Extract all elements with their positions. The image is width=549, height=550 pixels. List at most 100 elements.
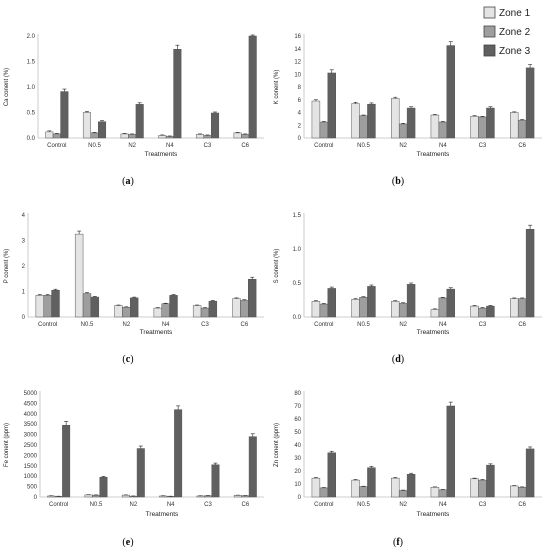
bar bbox=[121, 494, 130, 498]
legend: Zone 1 Zone 2 Zone 3 bbox=[483, 6, 531, 57]
bar bbox=[398, 123, 408, 139]
y-tick-label: 1500 bbox=[24, 464, 38, 470]
y-tick-label: 12 bbox=[294, 60, 301, 66]
bar bbox=[200, 307, 210, 318]
x-tick-label: Control bbox=[314, 502, 333, 508]
bar bbox=[84, 494, 93, 498]
x-axis-title: Treatments bbox=[145, 151, 178, 158]
x-tick-label: N0.5 bbox=[357, 143, 370, 149]
bar bbox=[203, 135, 212, 139]
y-tick-label: 8 bbox=[298, 85, 302, 91]
bar bbox=[367, 467, 376, 498]
legend-swatch-zone-3 bbox=[483, 44, 496, 57]
y-tick-label: 20 bbox=[294, 469, 301, 475]
y-tick-label: 40 bbox=[294, 443, 301, 449]
chart-panel-a: 0.0 0.5 1.0 1.5 2.0 Control N0.5 N2 N4 C3 C6 Treatm… bbox=[4, 34, 264, 187]
y-axis-title: P conent (%) bbox=[4, 249, 10, 284]
bar bbox=[430, 309, 440, 318]
y-tick-label: 1.0 bbox=[27, 85, 36, 91]
bar bbox=[153, 307, 162, 318]
y-tick-label: 10 bbox=[294, 72, 301, 78]
x-tick-label: N4 bbox=[167, 502, 175, 508]
bar bbox=[248, 35, 257, 139]
bar bbox=[517, 119, 527, 139]
bar bbox=[510, 485, 519, 498]
x-axis-title: Treatments bbox=[146, 511, 179, 518]
x-tick-label: N2 bbox=[399, 322, 407, 328]
x-tick-label: C3 bbox=[204, 502, 212, 508]
bar bbox=[232, 298, 241, 318]
bar bbox=[478, 307, 487, 318]
bar bbox=[398, 303, 408, 318]
bar bbox=[114, 305, 123, 318]
x-tick-label: N0.5 bbox=[81, 322, 94, 328]
y-tick-label: 1000 bbox=[24, 474, 38, 480]
bar bbox=[351, 479, 360, 498]
y-tick-label: 4500 bbox=[24, 401, 38, 407]
bar bbox=[60, 91, 69, 139]
bar bbox=[311, 100, 321, 139]
bar bbox=[90, 296, 100, 318]
x-tick-label: C6 bbox=[518, 143, 526, 149]
bar bbox=[327, 452, 336, 498]
x-tick-label: N4 bbox=[439, 502, 447, 508]
bar bbox=[311, 301, 321, 318]
y-tick-label: 1 bbox=[22, 290, 26, 296]
x-tick-label: C3 bbox=[201, 322, 209, 328]
x-tick-label: N4 bbox=[439, 143, 447, 149]
bar bbox=[398, 490, 408, 498]
bar bbox=[43, 295, 52, 318]
x-tick-label: N0.5 bbox=[357, 502, 370, 508]
bar bbox=[45, 131, 54, 139]
bar bbox=[161, 303, 170, 318]
y-tick-label: 1.5 bbox=[27, 60, 36, 66]
y-tick-label: 2500 bbox=[24, 443, 38, 449]
y-tick-label: 60 bbox=[294, 417, 301, 423]
bar bbox=[99, 476, 108, 498]
bar bbox=[438, 489, 448, 498]
bar bbox=[241, 134, 250, 139]
bar bbox=[90, 132, 99, 139]
bar bbox=[195, 134, 204, 139]
y-tick-label: 0 bbox=[22, 315, 26, 321]
x-tick-label: Control bbox=[38, 322, 57, 328]
bar bbox=[169, 295, 178, 318]
panel-label: (b) bbox=[392, 176, 404, 187]
y-tick-label: 2000 bbox=[24, 453, 38, 459]
x-tick-label: Control bbox=[314, 322, 333, 328]
y-tick-label: 2.0 bbox=[27, 34, 36, 40]
y-tick-label: 2 bbox=[298, 123, 302, 129]
bar bbox=[82, 293, 92, 318]
y-axis-title: Zn conent (ppm) bbox=[274, 423, 280, 467]
panel-label: (e) bbox=[122, 537, 133, 548]
bar bbox=[319, 121, 329, 139]
y-tick-label: 4000 bbox=[24, 412, 38, 418]
bar bbox=[430, 487, 440, 498]
chart-panel-e: 0 500 1000 1500 2000 2500 3000 3500 4000 4500 5000… bbox=[4, 391, 264, 548]
bar bbox=[446, 405, 455, 498]
bar bbox=[486, 305, 495, 318]
legend-swatch-zone-1 bbox=[483, 6, 496, 19]
bar bbox=[204, 495, 212, 498]
bar bbox=[62, 424, 71, 498]
x-tick-label: C3 bbox=[479, 143, 487, 149]
y-tick-label: 500 bbox=[27, 485, 38, 491]
x-axis-title: Treatments bbox=[417, 329, 450, 336]
bar bbox=[359, 115, 368, 139]
y-tick-label: 0.5 bbox=[27, 111, 36, 117]
x-tick-label: N0.5 bbox=[357, 322, 370, 328]
bar bbox=[233, 495, 242, 498]
bar bbox=[98, 121, 107, 139]
x-tick-label: N2 bbox=[129, 502, 137, 508]
bar bbox=[470, 116, 479, 139]
x-tick-label: N2 bbox=[122, 322, 130, 328]
bar bbox=[174, 409, 183, 498]
y-tick-label: 0.5 bbox=[293, 281, 302, 287]
bar bbox=[391, 98, 400, 139]
bar bbox=[486, 107, 495, 139]
bar bbox=[136, 448, 145, 498]
bar bbox=[510, 298, 519, 318]
bar bbox=[165, 136, 174, 139]
y-tick-label: 3 bbox=[22, 239, 26, 245]
legend-label-zone-3: Zone 3 bbox=[499, 46, 531, 57]
